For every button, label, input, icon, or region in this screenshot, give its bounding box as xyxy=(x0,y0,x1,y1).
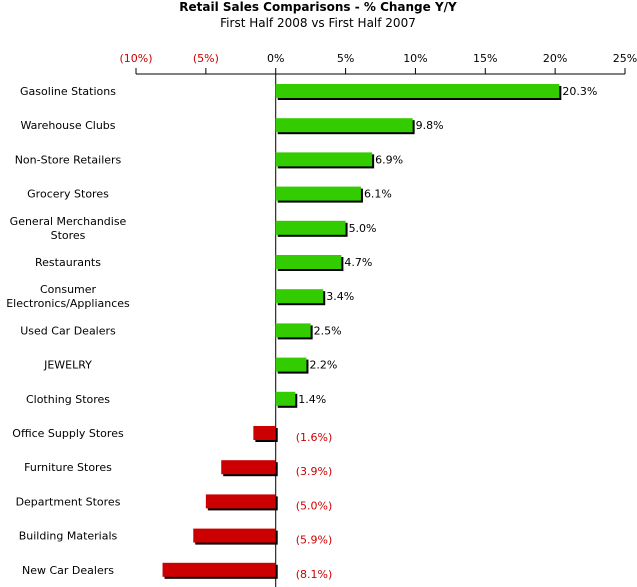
bar xyxy=(275,118,413,133)
category-label: Gasoline Stations xyxy=(20,85,116,98)
chart-title: Retail Sales Comparisons - % Change Y/Y xyxy=(179,0,457,14)
value-label: 20.3% xyxy=(562,85,597,98)
category-labels: Gasoline Stations Warehouse Clubs Non-Stor… xyxy=(6,85,130,577)
x-tick-label: (5%) xyxy=(193,52,219,65)
category-label: Clothing Stores xyxy=(26,393,110,406)
value-label: 5.0% xyxy=(349,222,377,235)
bar xyxy=(253,426,276,440)
x-tick-label: 20% xyxy=(543,52,567,65)
value-label: (5.9%) xyxy=(296,534,333,547)
chart-subtitle: First Half 2008 vs First Half 2007 xyxy=(220,16,416,30)
bar xyxy=(275,152,373,167)
category-label: Consumer Electronics/Appliances xyxy=(6,283,130,310)
x-tick-label: 0% xyxy=(267,52,284,65)
bars xyxy=(162,84,562,579)
value-label: 4.7% xyxy=(344,256,372,269)
category-label: JEWELRY xyxy=(43,359,92,372)
value-label: 1.4% xyxy=(298,393,326,406)
bar xyxy=(275,357,307,372)
x-tick-label: 10% xyxy=(403,52,427,65)
bar xyxy=(275,289,324,304)
bar xyxy=(275,323,311,338)
value-label: 2.2% xyxy=(309,359,337,372)
bar xyxy=(193,528,276,543)
category-label: Building Materials xyxy=(19,530,118,543)
value-label: (1.6%) xyxy=(296,431,333,444)
x-tick-label: (10%) xyxy=(119,52,152,65)
x-tick-label: 25% xyxy=(613,52,637,65)
category-label: Grocery Stores xyxy=(27,188,109,201)
value-labels: 20.3% 9.8% 6.9% 6.1% 5.0% 4.7% 3.4% 2.5% 2.2% 1.4… xyxy=(296,85,598,581)
value-label: 3.4% xyxy=(326,290,354,303)
value-label: 6.9% xyxy=(375,153,403,166)
value-label: (8.1%) xyxy=(296,568,333,581)
category-label: Office Supply Stores xyxy=(12,427,124,440)
category-label: Furniture Stores xyxy=(24,461,112,474)
value-label: (3.9%) xyxy=(296,465,333,478)
bar xyxy=(162,562,276,577)
category-label: Restaurants xyxy=(35,256,101,269)
x-tick-label: 5% xyxy=(337,52,354,65)
bar xyxy=(205,494,276,509)
bar xyxy=(275,84,560,98)
x-tick-label: 15% xyxy=(473,52,497,65)
x-axis-ticks: (10%) (5%) 0% 5% 10% 15% 20% 25% xyxy=(119,52,637,74)
category-label: Warehouse Clubs xyxy=(20,119,115,132)
category-label: New Car Dealers xyxy=(22,564,114,577)
category-label: General Merchandise Stores xyxy=(10,215,127,242)
value-label: 2.5% xyxy=(314,324,342,337)
value-label: 6.1% xyxy=(364,188,392,201)
value-label: 9.8% xyxy=(416,119,444,132)
category-label: Department Stores xyxy=(16,495,121,508)
bar xyxy=(275,255,342,269)
value-label: (5.0%) xyxy=(296,499,333,512)
category-label: Non-Store Retailers xyxy=(15,153,122,166)
category-label: Used Car Dealers xyxy=(20,324,116,337)
bar xyxy=(275,186,361,201)
bar xyxy=(221,460,276,475)
bar xyxy=(275,220,346,235)
bar xyxy=(275,391,296,406)
